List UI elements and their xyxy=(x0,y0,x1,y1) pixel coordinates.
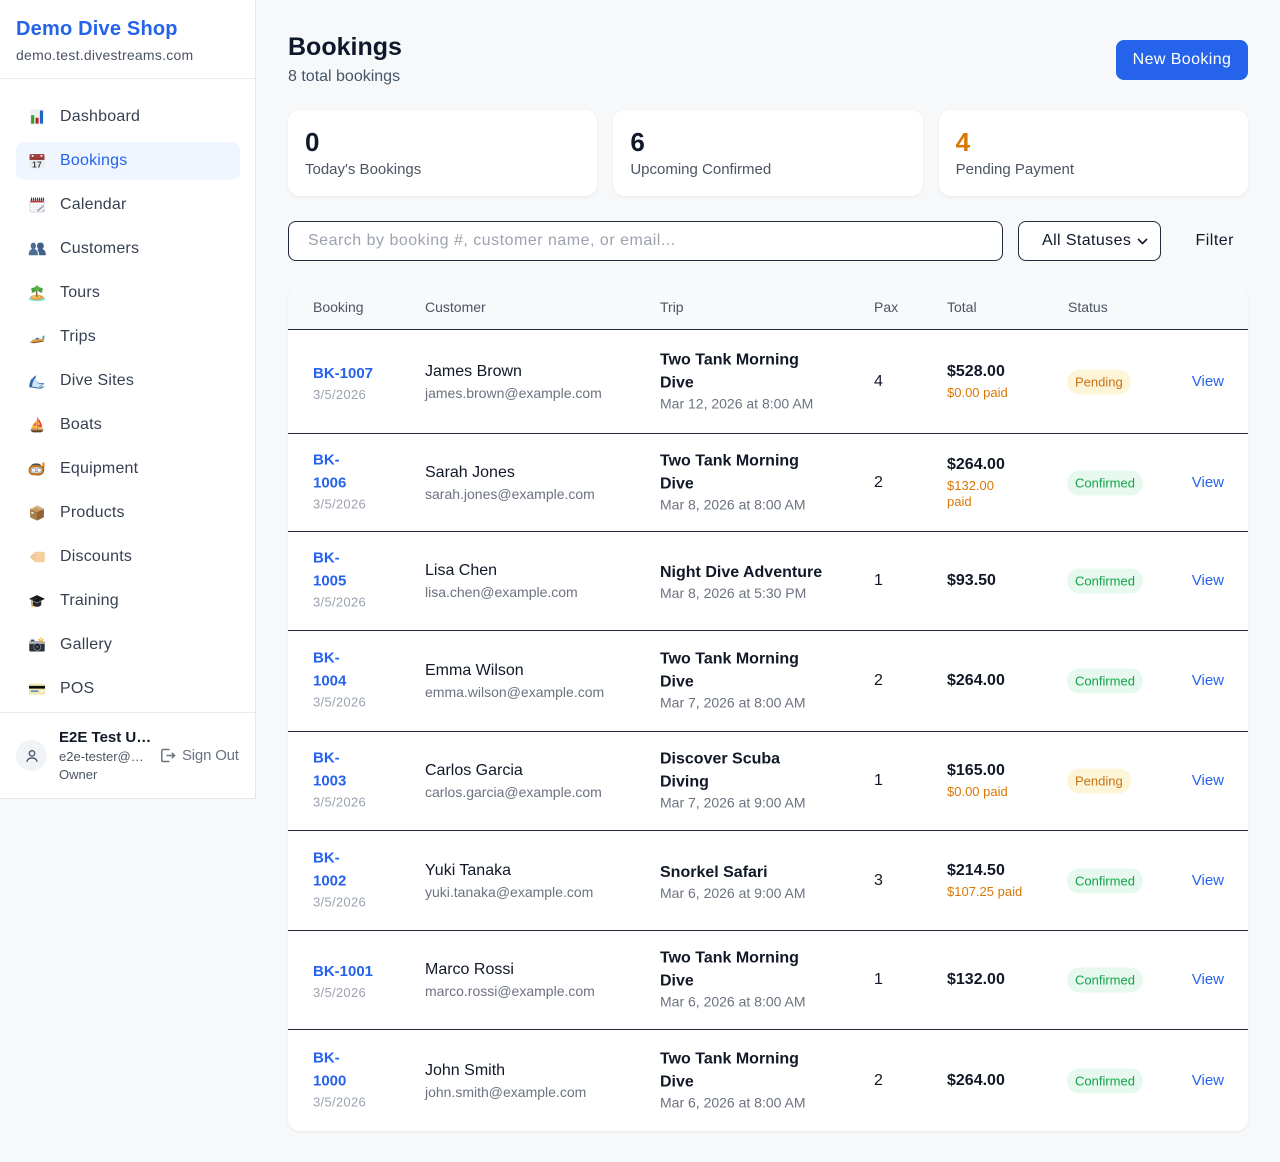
svg-text:17: 17 xyxy=(32,159,42,169)
